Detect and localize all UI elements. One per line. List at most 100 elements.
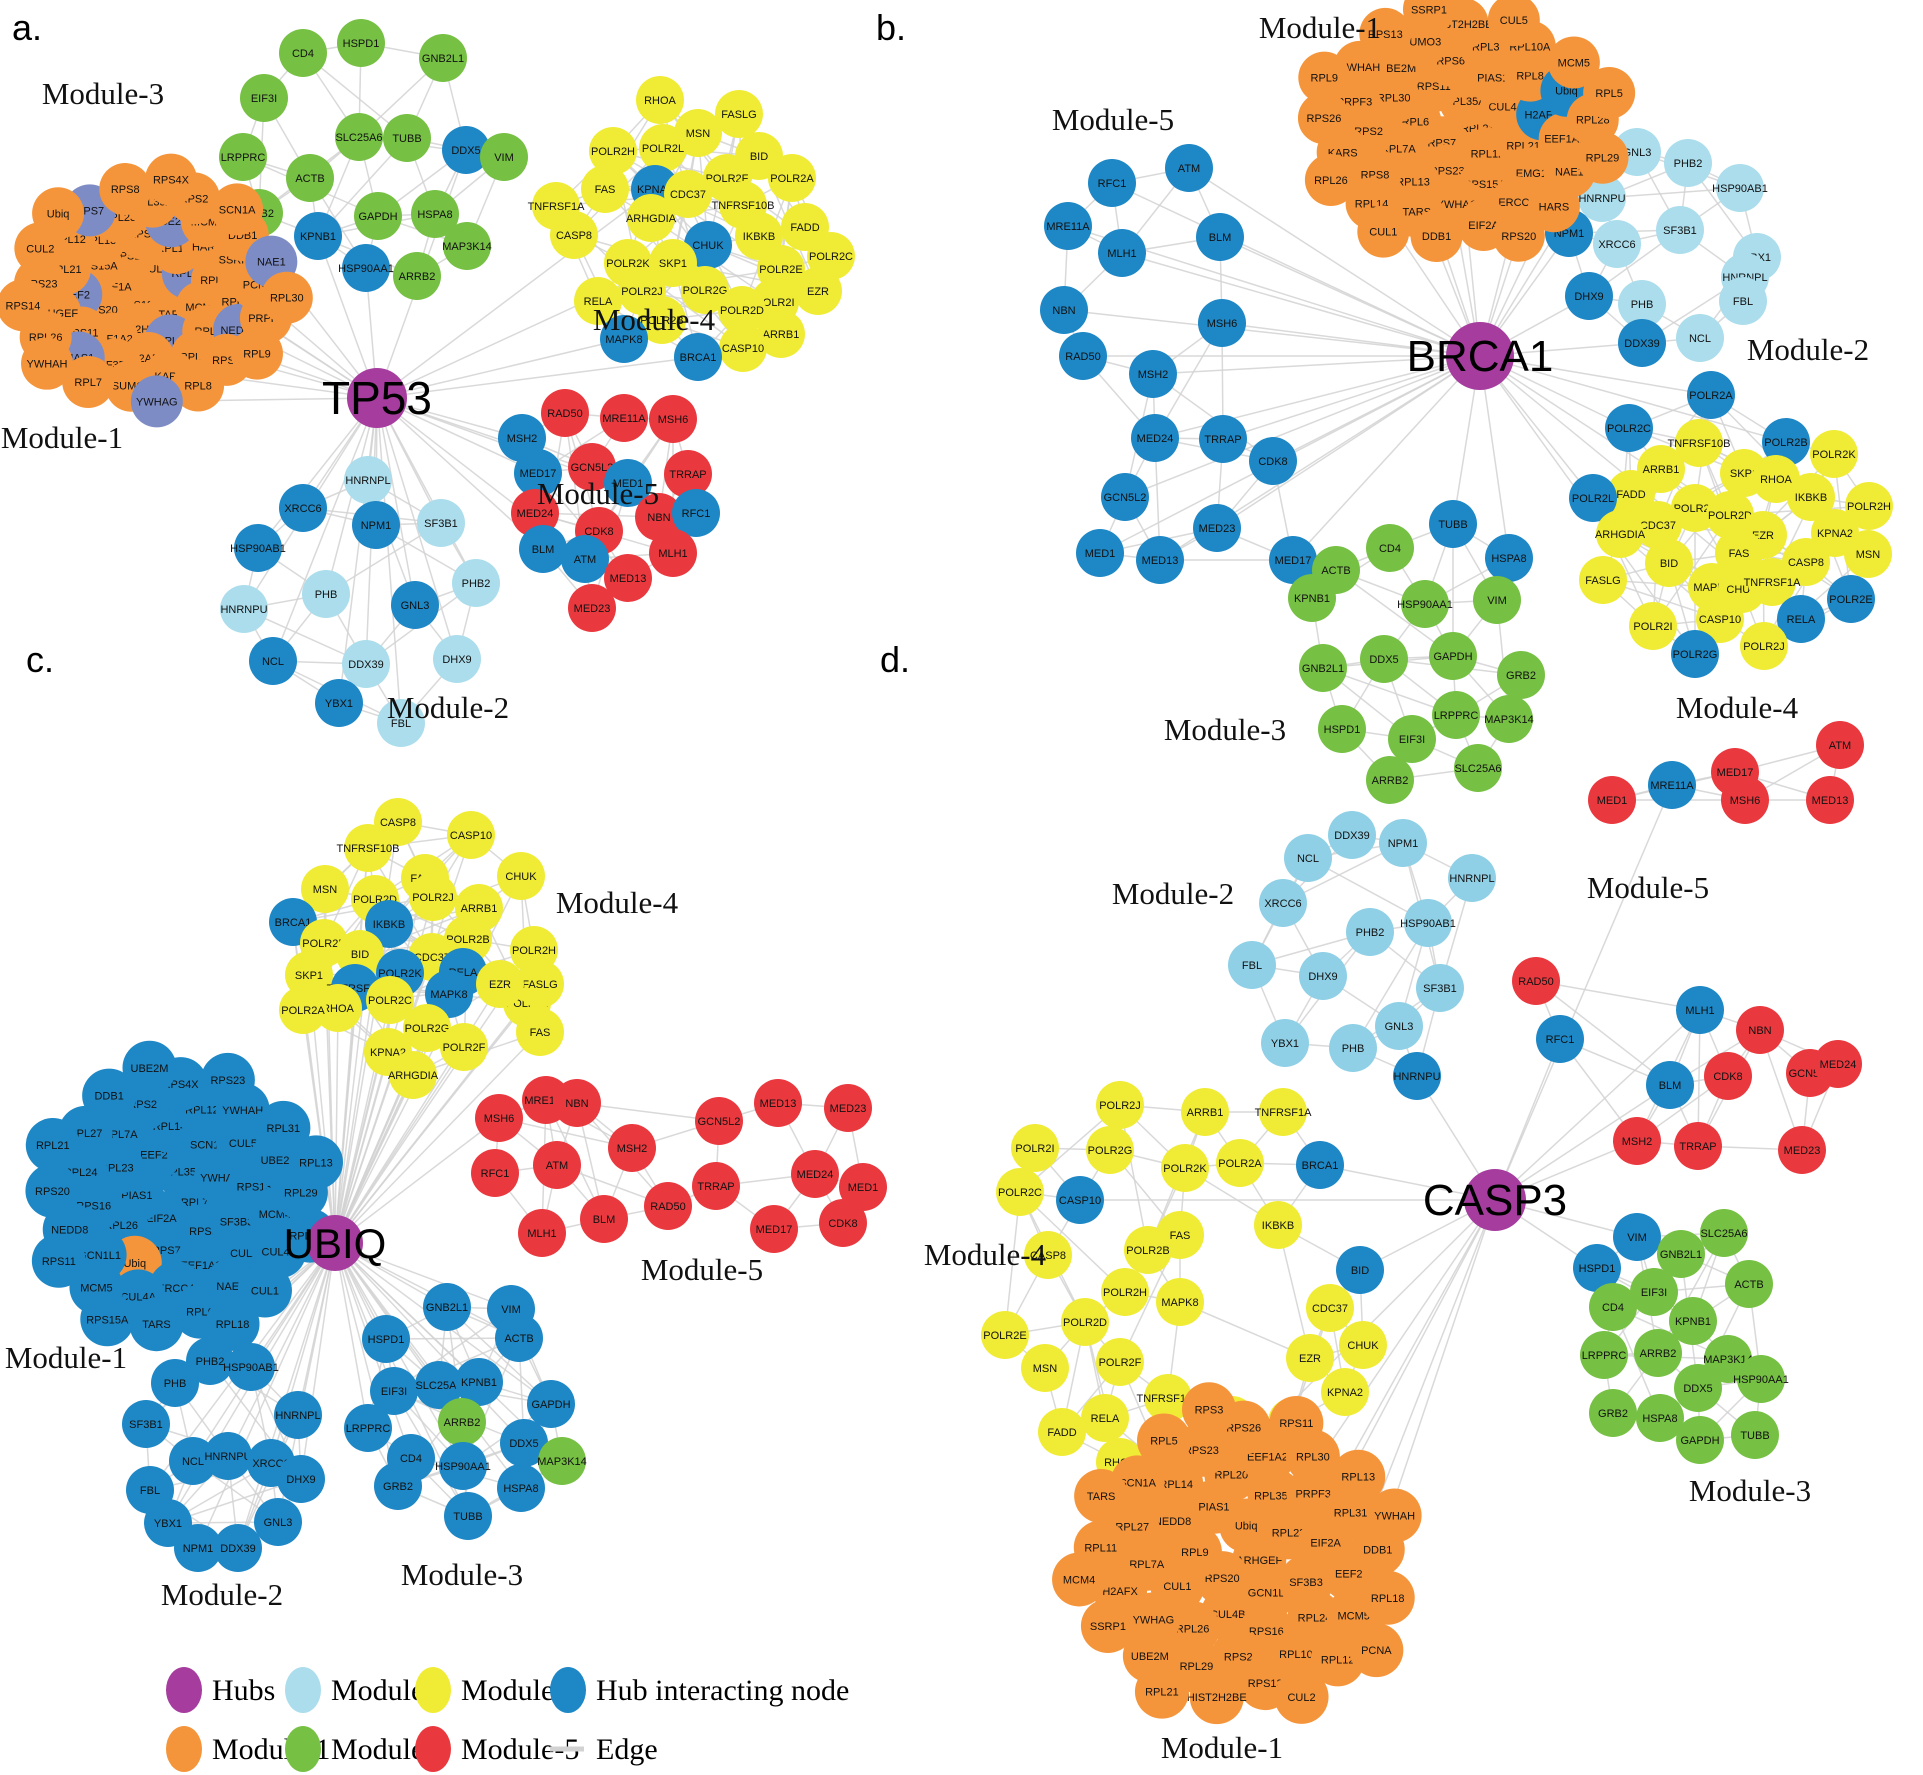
node-label: TUBB xyxy=(392,133,421,145)
node-label: RPL6 xyxy=(1402,117,1430,129)
node-POLR2B: POLR2B xyxy=(1124,1226,1172,1274)
node-HSPA8: HSPA8 xyxy=(1636,1394,1684,1442)
node-label: BRCA1 xyxy=(275,917,312,929)
node-HSP90AA1: HSP90AA1 xyxy=(1733,1355,1789,1403)
node-label: MED13 xyxy=(760,1098,797,1110)
node-label: YWHAH xyxy=(27,359,68,371)
hub-label: BRCA1 xyxy=(1407,332,1554,381)
node-label: DDX5 xyxy=(451,145,480,157)
node-label: PRPF3 xyxy=(1295,1489,1330,1501)
node-label: POLR2H xyxy=(1103,1287,1147,1299)
node-label: FAS xyxy=(1170,1230,1191,1242)
node-label: POLR2E xyxy=(302,938,345,950)
module-label: Module-2 xyxy=(161,1577,283,1612)
node-RPL9: RPL9 xyxy=(1298,51,1351,104)
node-KPNB1: KPNB1 xyxy=(455,1358,503,1406)
node-ATM: ATM xyxy=(1816,721,1864,769)
node-label: ARHGDIA xyxy=(1595,529,1646,541)
node-label: RPL14 xyxy=(1159,1479,1193,1491)
node-SF3B1: SF3B1 xyxy=(417,499,465,547)
node-label: PHB2 xyxy=(1356,927,1385,939)
node-label: MED23 xyxy=(574,603,611,615)
node-CD4: CD4 xyxy=(1366,524,1414,572)
node-MAP3K14: MAP3K14 xyxy=(1484,695,1534,743)
node-label: MSH6 xyxy=(484,1113,515,1125)
node-label: POLR2J xyxy=(1743,641,1785,653)
node-RPS26: RPS26 xyxy=(1297,92,1350,145)
node-CASP10: CASP10 xyxy=(719,324,767,372)
node-label: POLR2B xyxy=(1126,1245,1169,1257)
node-label: XRCC6 xyxy=(284,503,321,515)
node-label: MCM5 xyxy=(1558,57,1590,69)
node-label: POLR2H xyxy=(512,945,556,957)
node-label: POLR2D xyxy=(1063,1317,1107,1329)
node-XRCC6: XRCC6 xyxy=(1259,879,1307,927)
legend-swatch-Module-5 xyxy=(415,1726,451,1772)
module-label: Module-4 xyxy=(556,885,679,920)
node-label: CUL5 xyxy=(229,1138,257,1150)
node-label: RPL23 xyxy=(1272,1527,1306,1539)
node-label: CHUK xyxy=(1347,1340,1379,1352)
node-label: SLC25A6 xyxy=(415,1380,462,1392)
node-DDB1: DDB1 xyxy=(1410,210,1463,263)
node-CUL1: CUL1 xyxy=(237,1263,292,1318)
node-label: RPS15A xyxy=(86,1314,129,1326)
node-label: SF3B1 xyxy=(129,1419,163,1431)
node-label: CUL1 xyxy=(1163,1581,1191,1593)
node-PHB: PHB xyxy=(302,570,350,618)
node-label: CUL4B xyxy=(1210,1609,1245,1621)
node-label: MCM4 xyxy=(1063,1574,1095,1586)
node-label: HNRNPL xyxy=(345,475,390,487)
node-label: RPL13 xyxy=(299,1157,333,1169)
node-POLR2B: POLR2B xyxy=(1762,418,1810,466)
node-label: SF3B1 xyxy=(1663,225,1697,237)
node-RPS15A: RPS15A xyxy=(80,1292,135,1347)
module-label: Module-3 xyxy=(401,1557,523,1592)
node-label: NEDD8 xyxy=(51,1224,88,1236)
node-label: RAD50 xyxy=(547,408,582,420)
node-label: HSPD1 xyxy=(1324,724,1361,736)
node-label: SUMO3 xyxy=(1402,36,1441,48)
node-GAPDH: GAPDH xyxy=(1429,632,1477,680)
node-EZR: EZR xyxy=(476,960,524,1008)
node-label: RPL21 xyxy=(1145,1687,1179,1699)
node-label: TARS xyxy=(1087,1491,1116,1503)
node-label: KPNA2 xyxy=(370,1047,406,1059)
node-label: CDK8 xyxy=(1258,456,1287,468)
node-MED17: MED17 xyxy=(750,1205,798,1253)
node-label: POLR2I xyxy=(1633,621,1672,633)
node-label: GRB2 xyxy=(1598,1408,1628,1420)
hub-TP53: TP53 xyxy=(322,368,432,428)
node-label: Ubiq xyxy=(123,1258,146,1270)
node-label: CUL2 xyxy=(1287,1692,1315,1704)
node-label: PHB xyxy=(164,1378,187,1390)
node-label: MSH2 xyxy=(507,433,538,445)
node-label: TNFRSF10B xyxy=(712,200,775,212)
node-label: MED24 xyxy=(1137,433,1174,445)
node-DHX9: DHX9 xyxy=(433,635,481,683)
node-label: POLR2A xyxy=(1218,1158,1262,1170)
node-Ubiq: Ubiq xyxy=(32,187,85,240)
node-label: Ubiq xyxy=(1555,86,1578,98)
module-label: Module-5 xyxy=(1587,870,1709,905)
node-CASP10: CASP10 xyxy=(1696,595,1744,643)
node-label: GCN5L2 xyxy=(571,462,614,474)
node-NPM1: NPM1 xyxy=(174,1524,222,1572)
node-RPS3: RPS3 xyxy=(1181,1382,1236,1437)
node-BLM: BLM xyxy=(1646,1061,1694,1109)
node-HSPD1: HSPD1 xyxy=(362,1315,410,1363)
node-DDB1: DDB1 xyxy=(82,1068,137,1123)
node-label: YWHAH xyxy=(222,1105,263,1117)
panel-letter: c. xyxy=(26,639,54,680)
module-label: Module-3 xyxy=(42,76,164,111)
node-RPL21: RPL21 xyxy=(25,1118,80,1173)
node-label: PHB xyxy=(1631,299,1654,311)
node-POLR2E: POLR2E xyxy=(981,1311,1029,1359)
node-label: RPL7 xyxy=(74,377,102,389)
node-CDC37: CDC37 xyxy=(1634,501,1682,549)
node-label: KPNB1 xyxy=(461,1377,497,1389)
node-label: POLR2L xyxy=(1572,493,1614,505)
node-label: RPS8 xyxy=(111,184,140,196)
node-label: TUBB xyxy=(1740,1430,1769,1442)
module-label: Module-5 xyxy=(1052,102,1174,137)
